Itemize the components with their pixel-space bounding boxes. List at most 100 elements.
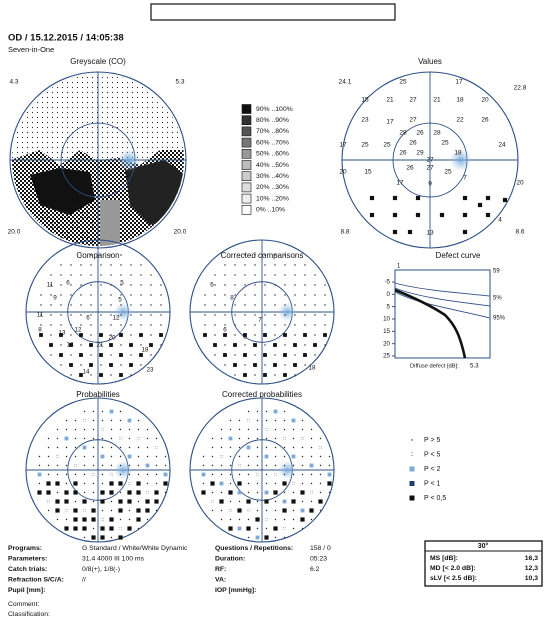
- defect-square: [109, 343, 113, 347]
- point: [220, 464, 223, 467]
- defect-square: [415, 212, 421, 218]
- label: 8.6: [515, 229, 524, 236]
- point: [224, 314, 226, 316]
- point: [283, 419, 286, 422]
- point: [229, 500, 232, 503]
- point: [264, 314, 266, 316]
- point: [283, 410, 286, 413]
- point: [265, 473, 268, 476]
- point: [256, 446, 259, 449]
- defect-square: [243, 373, 247, 377]
- point: [214, 294, 216, 296]
- legend-label: 20% ..30%: [256, 184, 289, 191]
- point: [128, 437, 131, 440]
- index-value: 10,3: [525, 575, 538, 582]
- defect-square: [264, 490, 269, 495]
- defect-square: [228, 526, 233, 531]
- point: [274, 437, 277, 440]
- point: [110, 304, 112, 306]
- point: [47, 464, 50, 467]
- point-symbol: ::: [274, 472, 277, 478]
- point: [110, 324, 112, 326]
- point: [137, 527, 140, 530]
- point: [204, 294, 206, 296]
- value-number: 27: [409, 97, 417, 104]
- defect-square: [201, 472, 206, 477]
- defect-square: [237, 481, 242, 486]
- point: [265, 410, 268, 413]
- point: [292, 446, 295, 449]
- point: [292, 509, 295, 512]
- point: [224, 344, 226, 346]
- point: [214, 284, 216, 286]
- point: [229, 446, 232, 449]
- comparison-number: 8: [243, 334, 247, 341]
- defect-square: [309, 508, 314, 513]
- info-value: //: [82, 576, 86, 583]
- point: [292, 437, 295, 440]
- point: [120, 254, 122, 256]
- legend-label: P < 5: [424, 451, 441, 458]
- point: [130, 264, 132, 266]
- point: [155, 482, 158, 485]
- point: [70, 334, 72, 336]
- value-number: 28: [433, 130, 441, 137]
- point: [83, 410, 86, 413]
- defect-square: [213, 343, 217, 347]
- defect-square: [73, 526, 78, 531]
- point: [119, 491, 122, 494]
- point: [328, 464, 331, 467]
- point: [110, 428, 113, 431]
- comparison-number: 18: [141, 347, 149, 354]
- defect-square: [119, 333, 123, 337]
- point: [155, 437, 158, 440]
- point: [238, 446, 241, 449]
- defect-square: [219, 499, 224, 504]
- point: [56, 464, 59, 467]
- point: [247, 536, 250, 539]
- point: [70, 324, 72, 326]
- point: [283, 518, 286, 521]
- point: [120, 284, 122, 286]
- point: [56, 518, 59, 521]
- point: [110, 294, 112, 296]
- defect-square: [273, 363, 277, 367]
- point: [224, 324, 226, 326]
- point: [234, 264, 236, 266]
- point: [265, 437, 268, 440]
- defect-square: [237, 526, 242, 531]
- point: [301, 419, 304, 422]
- point: [304, 314, 306, 316]
- point: [229, 464, 232, 467]
- point: [101, 482, 104, 485]
- point: [150, 324, 152, 326]
- defect-square: [127, 418, 132, 423]
- point: [65, 464, 68, 467]
- defect-square: [109, 517, 114, 522]
- point: [284, 254, 286, 256]
- defect-square: [109, 490, 114, 495]
- point: [40, 304, 42, 306]
- point: [274, 500, 277, 503]
- legend-label: 0% ..10%: [256, 207, 285, 214]
- point: [110, 464, 113, 467]
- point: [234, 324, 236, 326]
- value-number: 9: [428, 181, 432, 188]
- value-number: 26: [416, 130, 424, 137]
- point-symbol: ::: [92, 472, 95, 478]
- point: [110, 446, 113, 449]
- point: [110, 455, 113, 458]
- point: [238, 518, 241, 521]
- comparison-number: 11: [47, 282, 54, 289]
- point: [80, 284, 82, 286]
- point: [314, 294, 316, 296]
- defect-square: [203, 333, 207, 337]
- point: [65, 446, 68, 449]
- defect-square: [283, 333, 287, 337]
- label: 4.3: [9, 79, 18, 86]
- point: [411, 439, 413, 441]
- point: [128, 428, 131, 431]
- point: [120, 264, 122, 266]
- point: [119, 518, 122, 521]
- point: [60, 284, 62, 286]
